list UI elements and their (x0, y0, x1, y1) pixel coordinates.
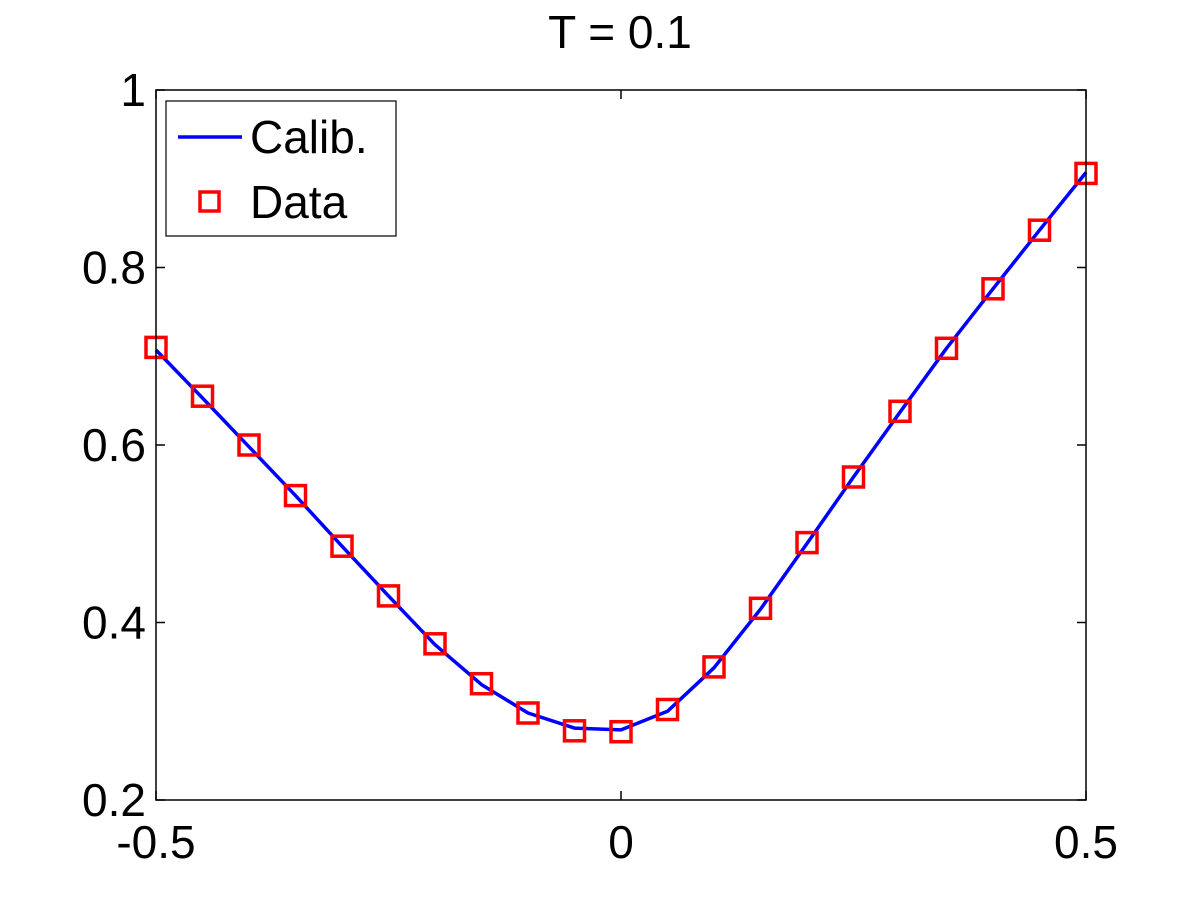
legend-box (165, 100, 397, 237)
data-point-marker (237, 433, 261, 457)
legend: Calib. Data (165, 100, 397, 237)
y-tick-label: 0.4 (82, 597, 146, 649)
legend-label-data: Data (250, 176, 348, 228)
axis-ticks: -0.5 0 0.5 0.2 0.4 0.6 0.8 1 (82, 64, 1118, 868)
chart-title: T = 0.1 (548, 6, 692, 58)
data-point-marker (469, 671, 494, 696)
data-point-marker (609, 719, 633, 744)
data-point-marker (423, 632, 447, 656)
legend-label-calib: Calib. (250, 111, 368, 163)
y-tick-label: 1 (120, 64, 146, 116)
data-point-marker (748, 596, 773, 621)
data-point-marker (1027, 218, 1052, 242)
data-point-marker (841, 465, 866, 489)
data-point-marker (702, 655, 726, 679)
x-tick-label: 0.5 (1054, 816, 1118, 868)
legend-marker-swatch (198, 190, 221, 213)
data-point-marker (934, 336, 959, 361)
data-point-marker (190, 384, 215, 408)
data-point-marker (888, 399, 912, 424)
data-point-marker (655, 697, 680, 722)
data-point-marker (283, 483, 308, 508)
y-tick-label: 0.2 (82, 774, 146, 826)
data-point-marker (330, 534, 354, 558)
y-tick-label: 0.6 (82, 419, 146, 471)
x-tick-label: -0.5 (116, 816, 195, 868)
data-point-marker (981, 277, 1005, 301)
data-point-marker (562, 719, 587, 743)
y-tick-label: 0.8 (82, 242, 146, 294)
series-line-calib (154, 171, 1088, 732)
data-point-marker (795, 530, 819, 555)
data-point-marker (516, 701, 540, 725)
data-point-marker (376, 584, 401, 608)
x-tick-label: 0 (608, 816, 634, 868)
